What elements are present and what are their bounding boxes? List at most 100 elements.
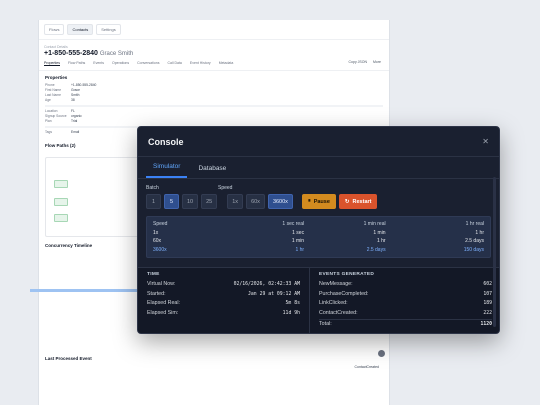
- more-button[interactable]: More: [373, 60, 381, 64]
- time-row: Virtual Now: 02/16/2026, 02:42:33 AM: [147, 280, 300, 290]
- events-title: EVENTS GENERATED: [319, 272, 375, 277]
- flow-node[interactable]: [54, 214, 68, 222]
- tab-operations[interactable]: Operations: [111, 61, 130, 65]
- batch-option-25[interactable]: 25: [201, 194, 218, 209]
- event-row: ContactCreated: 222: [319, 309, 492, 319]
- header-cell: 1 min real: [363, 221, 386, 227]
- time-key: Virtual Now:: [147, 281, 176, 287]
- flow-paths-title: Flow Paths (2): [45, 143, 76, 148]
- table-cell: 1 hr: [295, 246, 305, 253]
- property-key: Location: [45, 109, 58, 113]
- flow-node[interactable]: [54, 198, 68, 206]
- time-column: TIME Virtual Now: 02/16/2026, 02:42:33 AM…: [138, 268, 310, 333]
- event-row: NewMessage: 602: [319, 280, 492, 290]
- divider: [45, 105, 383, 107]
- table-cell: 1 hr: [475, 229, 484, 236]
- property-value: organic: [71, 114, 82, 118]
- property-row: Age 38: [45, 98, 383, 103]
- table-row-highlighted: 3600x 1 hr 2.5 days 150 days: [153, 246, 484, 255]
- speed-table-header: Speed 1 sec real 1 min real 1 hr real: [153, 220, 484, 229]
- tab-metadata[interactable]: Metadata: [218, 61, 234, 65]
- contact-name: Grace Smith: [99, 51, 134, 57]
- property-key: First Name: [45, 88, 62, 92]
- table-row: 60x 1 min 1 hr 2.5 days: [153, 237, 484, 246]
- time-key: Started:: [147, 290, 166, 297]
- event-row: PurchaseCompleted: 107: [319, 290, 492, 300]
- tab-conversations[interactable]: Conversations: [137, 61, 160, 65]
- time-title: TIME: [147, 272, 160, 277]
- modal-tabs: Simulator Database: [138, 157, 499, 179]
- control-labels: Batch Speed: [138, 179, 499, 191]
- nav-flows[interactable]: Flows: [44, 24, 65, 35]
- tab-simulator[interactable]: Simulator: [146, 163, 188, 178]
- speed-option-1x[interactable]: 1x: [227, 194, 244, 209]
- property-row: Last Name Smith: [45, 93, 383, 98]
- table-cell: 2.5 days: [366, 246, 386, 253]
- speed-option-3600x[interactable]: 3600x: [267, 194, 293, 209]
- copy-json-button[interactable]: Copy JSON: [348, 60, 368, 64]
- batch-option-10[interactable]: 10: [182, 194, 199, 209]
- control-row: 1 5 10 25 1x 60x 3600x ⏸ Pause ↻ Restart: [138, 191, 499, 209]
- event-key: NewMessage:: [319, 281, 353, 287]
- table-cell: 1 min: [291, 238, 305, 244]
- tab-event-history[interactable]: Event History: [189, 61, 211, 65]
- table-cell: 60x: [153, 238, 162, 244]
- pause-button[interactable]: ⏸ Pause: [301, 194, 336, 209]
- property-row: Location FL: [45, 109, 383, 114]
- property-key: Tags: [45, 130, 52, 134]
- last-event-title: Last Processed Event: [45, 356, 92, 361]
- property-row: Signup Source organic: [45, 114, 383, 119]
- time-value: 02/16/2026, 02:42:33 AM: [233, 282, 300, 287]
- nav-contacts[interactable]: Contacts: [67, 24, 94, 35]
- nav-settings[interactable]: Settings: [96, 24, 121, 35]
- property-key: Signup Source: [45, 114, 67, 118]
- time-row: Elapsed Real: 5m 8s: [147, 299, 300, 309]
- breadcrumb: Contact Details: [44, 45, 68, 49]
- flow-node[interactable]: [54, 180, 68, 188]
- event-key: LinkClicked:: [319, 300, 348, 307]
- contact-phone: +1-850-555-2840 Grace Smith: [44, 50, 384, 57]
- time-row: Elapsed Sim: 11d 9h: [147, 309, 300, 319]
- speed-option-60x[interactable]: 60x: [246, 194, 265, 209]
- table-cell: 3600x: [153, 246, 167, 253]
- event-count: 189: [483, 301, 492, 307]
- last-event-type: ContactCreated: [354, 365, 379, 369]
- tab-database[interactable]: Database: [198, 165, 227, 172]
- batch-label: Batch: [146, 185, 159, 191]
- property-key: Last Name: [45, 93, 61, 97]
- header-cell: 1 hr real: [465, 221, 484, 227]
- property-key: Phone: [45, 83, 55, 87]
- property-value: Smith: [71, 93, 80, 97]
- batch-option-5[interactable]: 5: [164, 194, 179, 209]
- tab-events[interactable]: Events: [93, 61, 104, 65]
- tab-properties[interactable]: Properties: [44, 61, 60, 66]
- property-key: Plan: [45, 119, 52, 123]
- scrollbar[interactable]: [493, 177, 496, 327]
- restart-button[interactable]: ↻ Restart: [338, 194, 378, 209]
- events-column: EVENTS GENERATED NewMessage: 602 Purchase…: [310, 268, 499, 333]
- time-row: Started: Jan 29 at 09:12 AM: [147, 290, 300, 300]
- batch-option-1[interactable]: 1: [146, 194, 161, 209]
- last-event-section: Last Processed Event: [39, 352, 98, 368]
- property-row: Tags Email: [45, 130, 383, 135]
- time-value: 5m 8s: [285, 301, 300, 307]
- property-row: Plan Trial: [45, 119, 383, 124]
- restart-icon: ↻: [344, 198, 350, 205]
- total-value: 1120: [480, 322, 492, 328]
- flow-paths-section: Flow Paths (2): [39, 139, 389, 155]
- event-count: 222: [483, 310, 492, 316]
- property-key: Age: [45, 98, 51, 102]
- time-key: Elapsed Sim:: [147, 309, 179, 316]
- property-value: Trial: [71, 119, 78, 123]
- close-icon[interactable]: ✕: [482, 137, 489, 146]
- tab-flow-paths[interactable]: Flow Paths: [67, 61, 86, 65]
- avatar: [378, 350, 385, 357]
- tab-call-data[interactable]: Call Data: [167, 61, 182, 65]
- table-cell: 150 days: [463, 246, 484, 253]
- top-nav: Flows Contacts Settings: [39, 20, 389, 40]
- event-key: ContactCreated:: [319, 309, 358, 316]
- time-value: Jan 29 at 09:12 AM: [248, 291, 300, 297]
- contact-subtabs: Properties Flow Paths Events Operations …: [39, 57, 389, 71]
- stats-panel: TIME Virtual Now: 02/16/2026, 02:42:33 AM…: [138, 267, 499, 333]
- header-cell: 1 sec real: [282, 221, 305, 227]
